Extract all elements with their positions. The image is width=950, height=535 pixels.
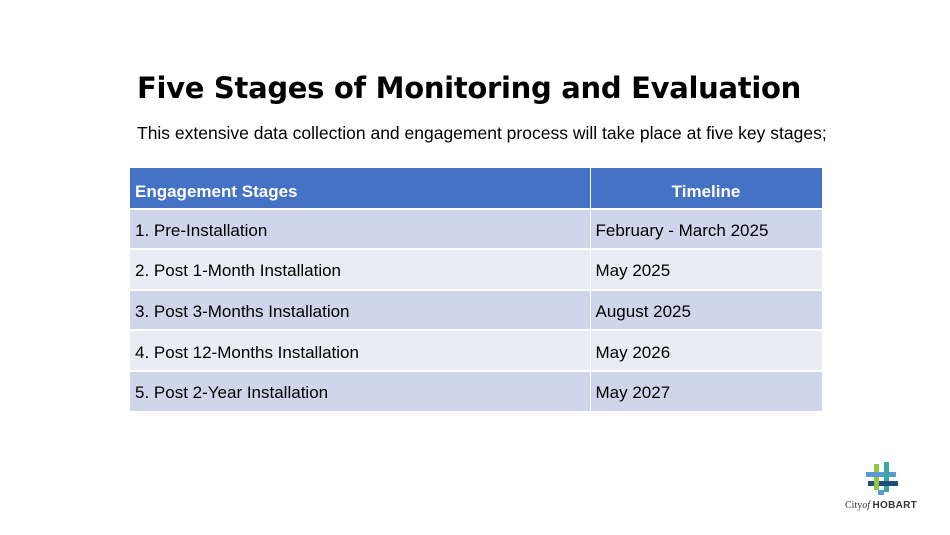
- stage-cell: 5. Post 2-Year Installation: [130, 370, 591, 413]
- column-header-timeline: Timeline: [590, 168, 823, 210]
- table-row: 2. Post 1-Month Installation May 2025: [130, 249, 823, 291]
- table-row: 3. Post 3-Months Installation August 202…: [130, 289, 823, 332]
- stage-cell: 3. Post 3-Months Installation: [130, 289, 591, 332]
- page-title: Five Stages of Monitoring and Evaluation: [137, 71, 801, 105]
- column-header-engagement-stages: Engagement Stages: [130, 168, 591, 210]
- logo-hobart-text: HOBART: [872, 500, 918, 511]
- timeline-cell: August 2025: [590, 289, 823, 332]
- page-subtitle: This extensive data collection and engag…: [137, 123, 827, 143]
- timeline-cell: May 2027: [590, 370, 823, 413]
- city-of-hobart-logo-icon: [866, 462, 898, 495]
- stage-cell: 2. Post 1-Month Installation: [130, 249, 591, 291]
- logo-city-text: City: [845, 500, 863, 511]
- timeline-cell: February - March 2025: [590, 208, 823, 251]
- logo-of-text: of: [862, 500, 871, 511]
- timeline-cell: May 2026: [590, 330, 823, 372]
- table-row: 5. Post 2-Year Installation May 2027: [130, 370, 823, 413]
- city-of-hobart-logo: Cityof HOBART: [840, 458, 920, 518]
- stage-cell: 4. Post 12-Months Installation: [130, 330, 591, 372]
- table-row: 4. Post 12-Months Installation May 2026: [130, 330, 823, 372]
- logo-wordmark: Cityof HOBART: [845, 500, 925, 512]
- stage-cell: 1. Pre-Installation: [130, 208, 591, 251]
- table-row: 1. Pre-Installation February - March 202…: [130, 208, 823, 251]
- timeline-cell: May 2025: [590, 249, 823, 291]
- stages-table: Engagement Stages Timeline 1. Pre-Instal…: [130, 168, 823, 413]
- table-header-row: Engagement Stages Timeline: [130, 168, 823, 210]
